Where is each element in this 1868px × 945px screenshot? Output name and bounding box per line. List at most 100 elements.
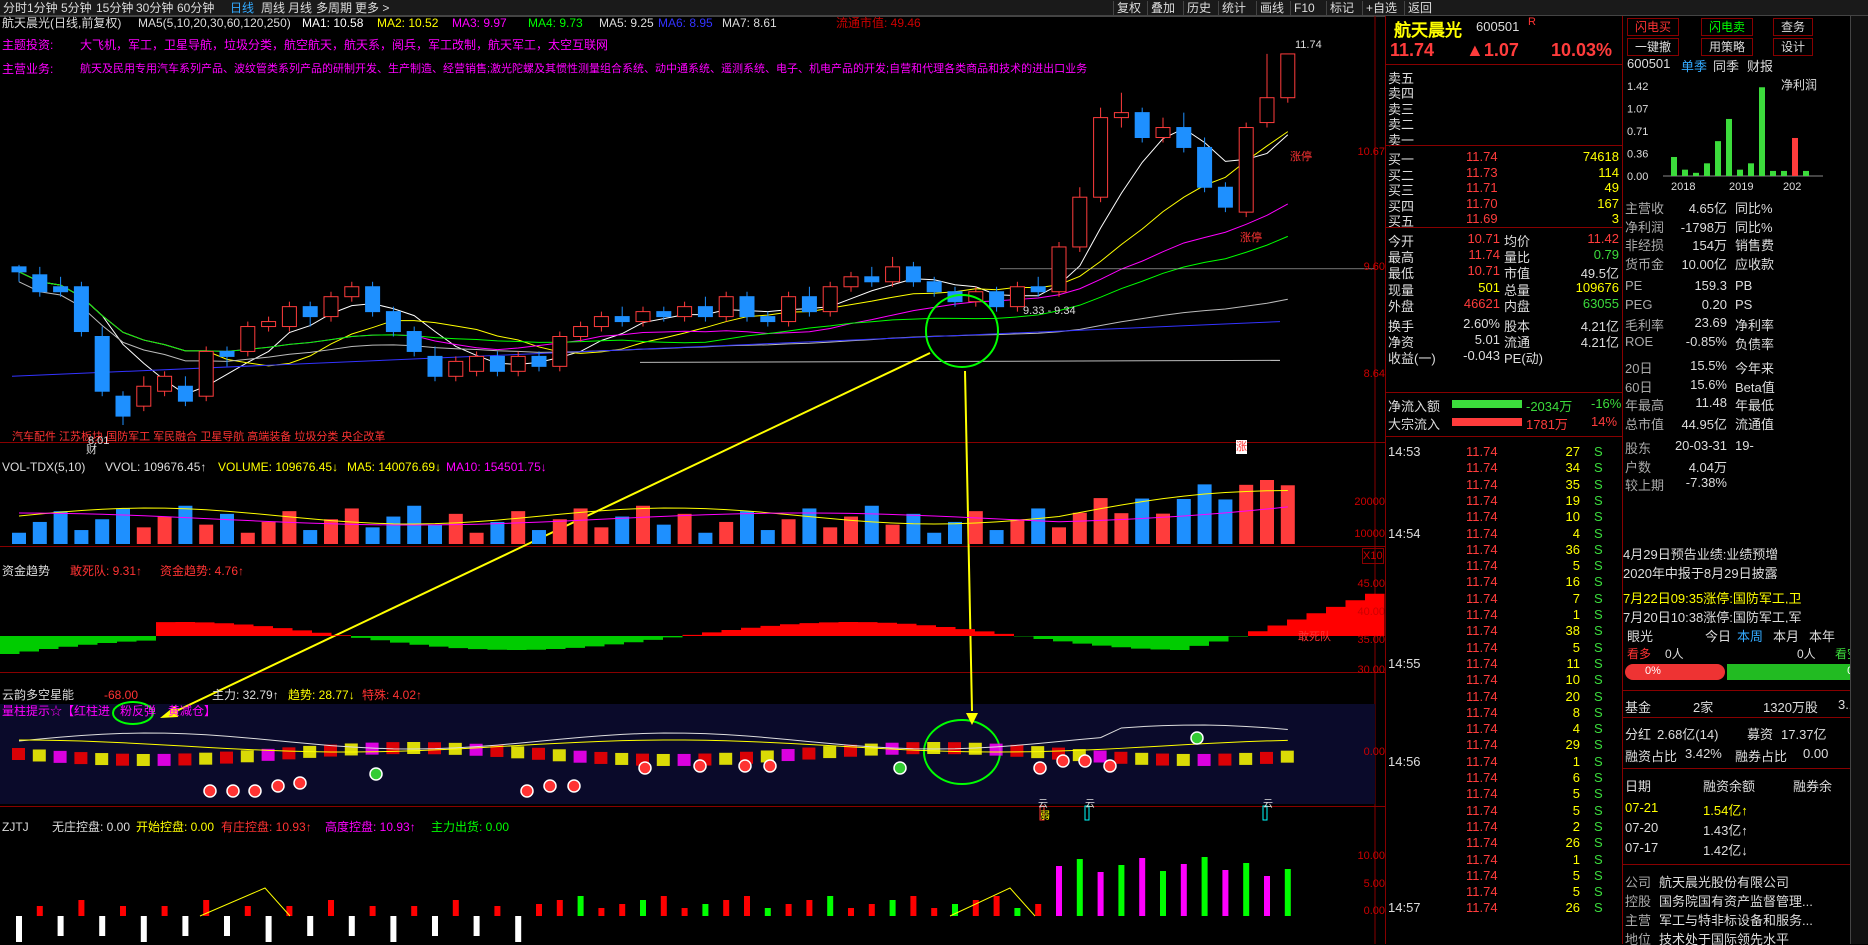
buy-row-2[interactable]: 买三 11.71 49	[1388, 180, 1619, 198]
news-item-1[interactable]: 2020年中报于8月29日披露	[1623, 566, 1778, 579]
yanguang-tab-3[interactable]: 本年	[1809, 629, 1836, 644]
period-tab-2[interactable]: 5分钟	[61, 1, 92, 15]
candle-36	[760, 316, 776, 323]
fin-period[interactable]: 单季	[1681, 59, 1708, 74]
fund-axis-40: 40.00	[1357, 606, 1385, 618]
toolbar-btn-0[interactable]: 复权	[1113, 1, 1141, 15]
yanguang-tab-2[interactable]: 本月	[1773, 629, 1800, 644]
zjtj-bar-53	[1118, 865, 1125, 916]
yun-bar-54	[1135, 752, 1149, 765]
period-tab-0[interactable]: 分时	[3, 1, 28, 15]
sell-row-3[interactable]: 卖二	[1388, 117, 1415, 133]
candle-3	[73, 286, 89, 333]
toolbar-btn-2[interactable]: 历史	[1183, 1, 1211, 15]
vol-bar-24	[511, 511, 526, 544]
vol-bar-32	[677, 513, 692, 544]
zjtj-bar-25	[536, 904, 542, 916]
sell-row-0[interactable]: 卖五	[1388, 71, 1415, 86]
tick-row-7: 11.74 5 S	[1466, 558, 1603, 574]
zjtj-bar-26	[556, 900, 563, 916]
sell-row-2[interactable]: 卖三	[1388, 101, 1415, 117]
fin-button-3[interactable]: 一键撤	[1627, 38, 1679, 56]
period-tab-4[interactable]: 30分钟	[136, 1, 174, 15]
buy-row-0[interactable]: 买一 11.74 74618	[1388, 149, 1619, 167]
period-tab-5[interactable]: 60分钟	[177, 1, 215, 15]
fin-button-0[interactable]: 闪电买	[1627, 18, 1679, 36]
toolbar-btn-8[interactable]: 返回	[1404, 1, 1432, 15]
zjtj-axis-5: 5.00	[1363, 878, 1385, 890]
arrow-head-1	[160, 705, 178, 718]
period-tab-3[interactable]: 15分钟	[96, 1, 134, 15]
buy-row-4[interactable]: 买五 11.69 3	[1388, 211, 1619, 229]
zjtj-bar-24	[515, 916, 522, 942]
buy-row-1[interactable]: 买二 11.73 114	[1388, 164, 1619, 183]
tick-row-8: 11.74 16 S	[1466, 574, 1603, 590]
drawing-toolbar[interactable]	[1850, 16, 1868, 944]
zjtj-bar-39	[827, 896, 834, 916]
sell-row-1[interactable]: 卖四	[1388, 86, 1415, 102]
fund-a-label: 敢死队: 9.31↑	[70, 564, 143, 578]
chart-area[interactable]: 航天晨光(日线,前复权) MA5(5,10,20,30,60,120,250) …	[0, 16, 1385, 944]
fin-button-4[interactable]: 用策略	[1701, 38, 1753, 56]
candle-12	[261, 321, 277, 328]
theme-label: 主题投资:	[2, 38, 54, 52]
vol-bar-22	[469, 532, 484, 544]
sell-row-4[interactable]: 卖一	[1388, 132, 1415, 148]
news-item-0[interactable]: 4月29日预告业绩:业绩预增	[1623, 547, 1779, 560]
rz-row-2: 07-171.42亿↓0	[1625, 840, 1862, 858]
candle-58	[1217, 186, 1233, 208]
yun-bar-5	[116, 753, 129, 766]
toolbar-btn-5[interactable]: F10	[1290, 1, 1315, 15]
candle-32	[677, 306, 693, 318]
toolbar-btn-1[interactable]: 叠加	[1147, 1, 1175, 15]
fin-button-2[interactable]: 查务	[1773, 18, 1813, 36]
toolbar-btn-4[interactable]: 画线	[1256, 1, 1284, 15]
yun-marker-ruo: 弱	[1040, 811, 1050, 822]
rz-row-1: 07-201.43亿↑0	[1625, 820, 1862, 838]
vol-bar-6	[136, 527, 151, 544]
yun-bar-60	[1260, 751, 1273, 764]
fin-button-5[interactable]: 设计	[1773, 38, 1813, 56]
news-item-2[interactable]: 7月22日09:35涨停:国防军工,卫	[1623, 591, 1802, 604]
fin-tongqi[interactable]: 同季	[1713, 59, 1740, 74]
news-item-3[interactable]: 7月20日10:38涨停:国防军工,军	[1623, 610, 1802, 623]
zjtj-b: 开始控盘: 0.00	[136, 820, 215, 834]
yun-bar-55	[1156, 753, 1169, 766]
zjtj-bar-27	[577, 896, 584, 916]
buy-row-3[interactable]: 买四 11.70 167	[1388, 195, 1619, 214]
toolbar-btn-6[interactable]: 标记	[1326, 1, 1354, 15]
vol-bar-21	[448, 513, 463, 544]
period-tab-1[interactable]: 1分钟	[27, 1, 58, 15]
period-tab-7[interactable]: 周线	[261, 1, 286, 15]
candle-30	[635, 311, 651, 323]
candle-55	[1155, 127, 1171, 139]
candle-59	[1238, 127, 1254, 213]
yanguang-tab-1[interactable]: 本周	[1737, 629, 1764, 644]
yun-bar-44	[927, 742, 941, 755]
period-tab-9[interactable]: 多周期	[316, 1, 353, 15]
toolbar-btn-3[interactable]: 统计	[1218, 1, 1246, 15]
kankong-bar[interactable]: 0%	[1727, 664, 1867, 680]
vol-bar-15	[324, 519, 338, 544]
fin-caibao[interactable]: 财报	[1747, 59, 1774, 74]
period-tab-10[interactable]: 更多 >	[355, 1, 390, 15]
candle-23	[489, 355, 505, 372]
fin-row-9: 60日 15.6% Beta值	[1625, 376, 1775, 395]
tick-row-21: 11.74 5 S	[1466, 786, 1603, 802]
fin-bar-2	[1693, 172, 1699, 176]
vol-title: VOL-TDX(5,10)	[2, 460, 86, 474]
kanduo-bar[interactable]: 0%	[1625, 664, 1725, 680]
yanguang-tab-0[interactable]: 今日	[1705, 629, 1732, 644]
candle-27	[573, 326, 589, 337]
zjtj-bar-33	[702, 904, 709, 916]
zjtj-title: ZJTJ	[2, 820, 29, 834]
yun-bar-41	[864, 743, 878, 756]
period-tab-8[interactable]: 月线	[288, 1, 313, 15]
toolbar-btn-7[interactable]: +自选	[1362, 1, 1397, 15]
tick-row-5: 14:54 11.74 4 S	[1388, 525, 1603, 541]
yun-zl: 主力: 32.79↑	[212, 688, 279, 702]
fin-bar-5	[1726, 118, 1732, 176]
period-tab-6[interactable]: 日线	[230, 1, 255, 15]
highlight-circle-3	[112, 701, 154, 725]
fin-button-1[interactable]: 闪电卖	[1701, 18, 1753, 36]
